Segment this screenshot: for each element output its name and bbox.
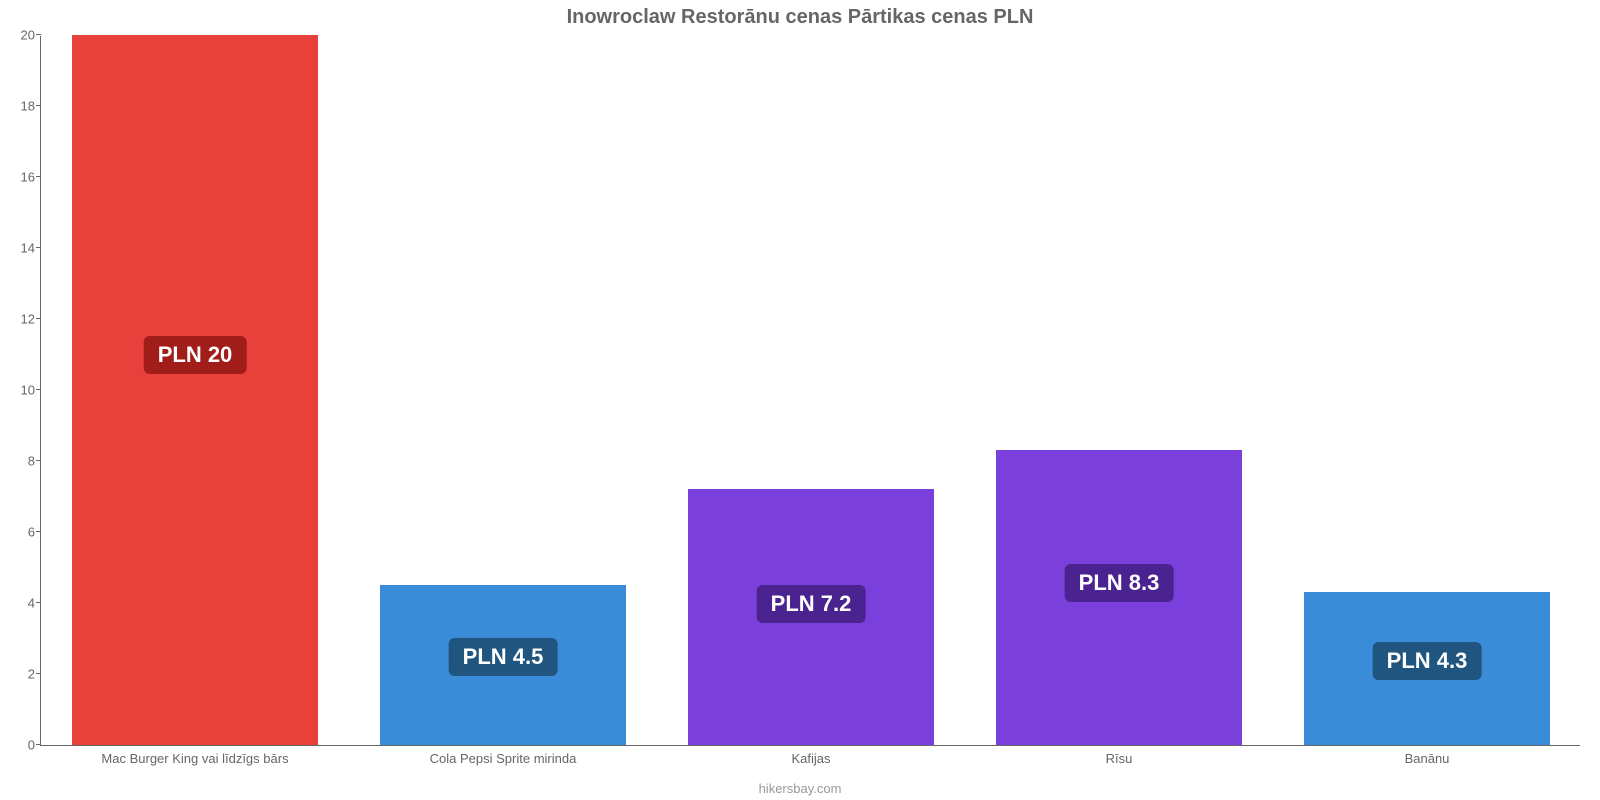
- plot-area: 02468101214161820Mac Burger King vai līd…: [40, 36, 1580, 746]
- y-tick-mark: [36, 460, 41, 461]
- value-badge: PLN 4.3: [1373, 642, 1482, 680]
- value-badge: PLN 20: [144, 336, 247, 374]
- y-tick-label: 20: [21, 28, 41, 43]
- value-badge: PLN 4.5: [449, 638, 558, 676]
- y-tick-mark: [36, 744, 41, 745]
- y-tick-label: 2: [28, 667, 41, 682]
- y-tick-mark: [36, 389, 41, 390]
- y-tick-label: 10: [21, 383, 41, 398]
- y-tick-mark: [36, 602, 41, 603]
- value-badge: PLN 7.2: [757, 585, 866, 623]
- y-tick-label: 12: [21, 312, 41, 327]
- value-badge: PLN 8.3: [1065, 564, 1174, 602]
- x-tick-label: Banānu: [1405, 745, 1450, 766]
- chart-container: Inowroclaw Restorānu cenas Pārtikas cena…: [0, 0, 1600, 800]
- y-tick-label: 8: [28, 454, 41, 469]
- y-tick-mark: [36, 531, 41, 532]
- y-tick-label: 16: [21, 170, 41, 185]
- x-tick-label: Mac Burger King vai līdzīgs bārs: [101, 745, 288, 766]
- y-tick-label: 14: [21, 241, 41, 256]
- y-tick-mark: [36, 105, 41, 106]
- chart-caption: hikersbay.com: [0, 781, 1600, 796]
- x-tick-label: Cola Pepsi Sprite mirinda: [430, 745, 577, 766]
- y-tick-label: 4: [28, 596, 41, 611]
- y-tick-mark: [36, 247, 41, 248]
- y-tick-mark: [36, 34, 41, 35]
- x-tick-label: Rīsu: [1106, 745, 1133, 766]
- y-tick-label: 18: [21, 99, 41, 114]
- bar: [72, 35, 318, 745]
- y-tick-mark: [36, 318, 41, 319]
- chart-title: Inowroclaw Restorānu cenas Pārtikas cena…: [0, 6, 1600, 29]
- y-tick-mark: [36, 176, 41, 177]
- y-tick-mark: [36, 673, 41, 674]
- x-tick-label: Kafijas: [791, 745, 830, 766]
- y-tick-label: 0: [28, 738, 41, 753]
- y-tick-label: 6: [28, 525, 41, 540]
